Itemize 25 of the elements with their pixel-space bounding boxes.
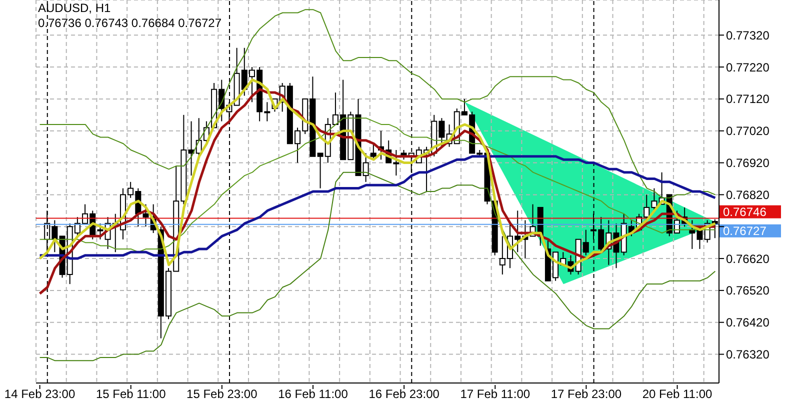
y-tick-label: 0.76920 xyxy=(726,156,770,170)
x-tick-label: 20 Feb 11:00 xyxy=(642,387,712,399)
y-tick-label: 0.76520 xyxy=(726,284,770,298)
y-tick-label: 0.76320 xyxy=(726,348,770,362)
y-tick-label: 0.77320 xyxy=(726,28,770,42)
x-tick-label: 16 Feb 23:00 xyxy=(368,387,440,399)
y-tick-label: 0.77120 xyxy=(726,92,770,106)
candlestick xyxy=(370,143,376,160)
text: 0.76736 0.76743 0.76684 0.76727 xyxy=(38,16,222,31)
y-tick-label: 0.76820 xyxy=(726,188,770,202)
candlestick xyxy=(362,152,369,182)
x-tick-label: 17 Feb 11:00 xyxy=(460,387,530,399)
y-tick-label: 0.76420 xyxy=(726,316,770,330)
ref-line-label: 0.76746 xyxy=(723,204,767,219)
x-tick-label: 15 Feb 11:00 xyxy=(96,387,166,399)
y-tick-label: 0.76620 xyxy=(726,252,770,266)
chart-title: AUDUSD, H1 xyxy=(38,1,112,16)
x-tick-label: 17 Feb 23:00 xyxy=(550,387,622,399)
ref-line-label: 0.76727 xyxy=(723,224,767,238)
y-tick-label: 0.77220 xyxy=(726,60,770,74)
x-tick-label: 15 Feb 23:00 xyxy=(186,387,258,399)
y-tick-label: 0.77020 xyxy=(726,124,770,138)
x-tick-label: 14 Feb 23:00 xyxy=(4,387,76,399)
x-tick-label: 16 Feb 11:00 xyxy=(278,387,348,399)
line-series xyxy=(38,155,716,260)
